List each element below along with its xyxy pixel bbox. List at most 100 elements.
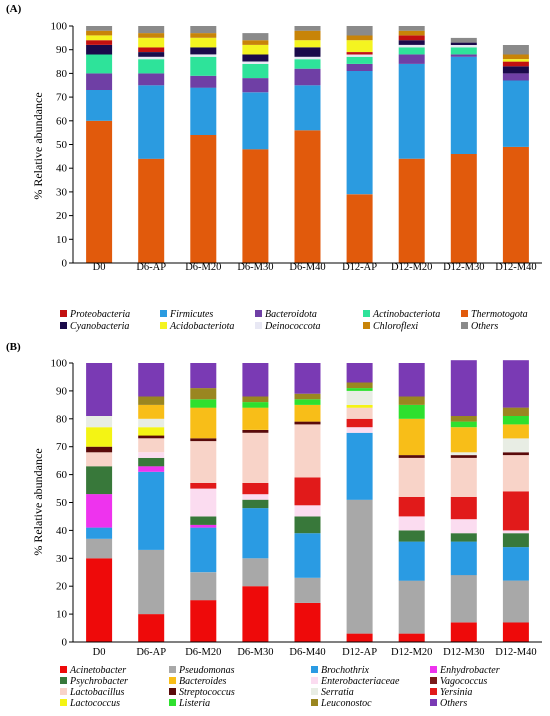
b-bar-d0-streptococcus <box>86 446 113 453</box>
a-bar-d0-firmicutes <box>86 90 113 121</box>
b-y-tick-label: 10 <box>56 609 68 621</box>
b-bar-d6-ap-lactobacillus <box>138 438 165 453</box>
b-bar-d6-m20-enterobacteriaceae <box>190 488 217 517</box>
b-bar-d6-m20-acinetobacter <box>190 600 217 642</box>
a-bar-d12-m30-thermotogota <box>450 154 477 263</box>
a-bar-d6-m40-firmicutes <box>294 85 321 131</box>
a-bar-d6-m30-cyanobacteria <box>242 54 269 62</box>
a-bar-d6-ap-bacteroidota <box>138 73 165 86</box>
b-bar-d6-m40-psychrobacter <box>294 516 321 534</box>
b-bar-d12-m30-bacteroides <box>450 427 477 453</box>
a-bar-d6-ap-acidobacteriota <box>138 37 165 48</box>
a-bar-d12-ap-proteobacteria <box>346 52 373 55</box>
a-bar-d6-m20-acidobacteriota <box>190 37 217 48</box>
a-bar-d6-ap-others <box>138 26 165 34</box>
a-bar-d12-m30-deinococcota <box>450 45 477 48</box>
a-legend-label: Acidobacteriota <box>169 321 234 332</box>
b-bar-d6-ap-enhydrobacter <box>138 466 165 472</box>
a-legend-label: Firmicutes <box>169 309 213 320</box>
a-bar-d12-m30-bacteroidota <box>450 54 477 57</box>
a-bar-d12-m40-others <box>502 45 529 55</box>
b-bar-d6-m30-acinetobacter <box>242 586 269 642</box>
b-legend-item-lactobacillus: Lactobacillus <box>60 687 125 698</box>
a-y-tick-label: 90 <box>56 44 68 56</box>
b-bar-d12-ap-acinetobacter <box>346 633 373 642</box>
b-bar-d6-m30-yersinia <box>242 483 269 495</box>
panel-b-y-axis-title: % Relative abundance <box>31 448 45 555</box>
b-bar-d12-m20-acinetobacter <box>398 633 425 642</box>
b-bar-d12-m20-listeria <box>398 404 425 419</box>
b-bar-d12-m40-yersinia <box>502 491 529 531</box>
b-bar-d12-ap-others <box>346 363 373 383</box>
b-x-tick-label: D12-AP <box>342 647 377 658</box>
a-bar-d6-m40-acidobacteriota <box>294 40 321 48</box>
b-bar-d6-m40-enterobacteriaceae <box>294 505 321 517</box>
b-x-tick-label: D6-M40 <box>289 647 325 658</box>
a-bar-d12-m20-cyanobacteria <box>398 40 425 45</box>
a-bar-d12-m40-bacteroidota <box>502 73 529 81</box>
b-bar-d0-enhydrobacter <box>86 494 113 528</box>
a-legend-label: Actinobacteriota <box>372 309 440 320</box>
a-x-tick-label: D12-M30 <box>443 262 484 273</box>
a-y-tick-label: 0 <box>62 258 68 270</box>
a-bar-d6-m30-bacteroidota <box>242 78 269 93</box>
a-bar-d12-m40-proteobacteria <box>502 61 529 67</box>
a-legend-swatch <box>160 322 167 329</box>
b-legend-label: Bacteroides <box>179 676 227 687</box>
panel-a-legend: Proteobacteria Firmicutes Bacteroidota Acti… <box>60 309 528 332</box>
b-legend-label: Yersinia <box>440 687 472 698</box>
b-bar-d6-m20-streptococcus <box>190 438 217 442</box>
a-bar-d12-m20-deinococcota <box>398 45 425 48</box>
b-bar-d0-psychrobacter <box>86 466 113 495</box>
a-legend-item-deinococcota: Deinococcota <box>255 321 321 332</box>
b-legend-swatch <box>60 699 67 706</box>
a-bar-d12-ap-chloroflexi <box>346 35 373 41</box>
a-legend-label: Proteobacteria <box>69 309 130 320</box>
b-bar-d6-m40-listeria <box>294 399 321 405</box>
a-y-tick-label: 60 <box>56 115 68 127</box>
b-bar-d6-m30-enterobacteriaceae <box>242 494 269 500</box>
b-legend-label: Acinetobacter <box>69 665 126 676</box>
a-legend-item-actinobacteriota: Actinobacteriota <box>363 309 440 320</box>
b-legend-label: Streptococcus <box>179 687 235 698</box>
b-legend-label: Brochothrix <box>321 665 370 676</box>
a-y-tick-label: 10 <box>56 234 68 246</box>
b-bar-d0-lactococcus <box>86 427 113 447</box>
a-bar-d6-m30-chloroflexi <box>242 40 269 45</box>
b-bar-d6-m30-psychrobacter <box>242 499 269 509</box>
b-bar-d12-m20-leuconostoc <box>398 396 425 405</box>
b-bar-d6-m30-streptococcus <box>242 430 269 433</box>
a-bar-d0-acidobacteriota <box>86 35 113 41</box>
a-bar-d12-m20-others <box>398 26 425 31</box>
a-bar-d6-m30-thermotogota <box>242 149 269 263</box>
panel-b-legend: Acinetobacter Pseudomonas Brochothrix Enhyd… <box>60 665 500 709</box>
b-bar-d0-acinetobacter <box>86 558 113 642</box>
a-legend-item-acidobacteriota: Acidobacteriota <box>160 321 234 332</box>
a-x-tick-label: D6-M20 <box>185 262 221 273</box>
b-bar-d12-m30-psychrobacter <box>450 533 477 542</box>
a-bar-d6-m40-actinobacteriota <box>294 59 321 69</box>
a-bar-d12-m20-thermotogota <box>398 158 425 263</box>
a-bar-d6-m30-firmicutes <box>242 92 269 150</box>
a-bar-d12-ap-acidobacteriota <box>346 40 373 52</box>
b-bar-d6-m20-psychrobacter <box>190 516 217 525</box>
b-y-tick-label: 100 <box>51 358 68 370</box>
a-bar-d6-ap-firmicutes <box>138 85 165 159</box>
b-legend-label: Lactobacillus <box>69 687 125 698</box>
a-legend-swatch <box>461 310 468 317</box>
b-y-tick-label: 50 <box>56 497 68 509</box>
b-bar-d12-m30-acinetobacter <box>450 622 477 642</box>
b-legend-item-yersinia: Yersinia <box>430 687 472 698</box>
b-legend-item-lactococcus: Lactococcus <box>60 698 120 709</box>
b-bar-d12-m30-pseudomonas <box>450 575 477 623</box>
a-bar-d6-m30-actinobacteriota <box>242 63 269 79</box>
a-y-tick-label: 70 <box>56 92 68 104</box>
a-bar-d6-ap-thermotogota <box>138 158 165 263</box>
b-legend-item-vagococcus: Vagococcus <box>430 676 487 687</box>
b-legend-label: Listeria <box>178 698 210 709</box>
b-bar-d6-m20-listeria <box>190 399 217 408</box>
a-bar-d12-m30-others <box>450 37 477 43</box>
panel-a-label: (A) <box>6 3 22 15</box>
b-bar-d12-m20-pseudomonas <box>398 580 425 634</box>
